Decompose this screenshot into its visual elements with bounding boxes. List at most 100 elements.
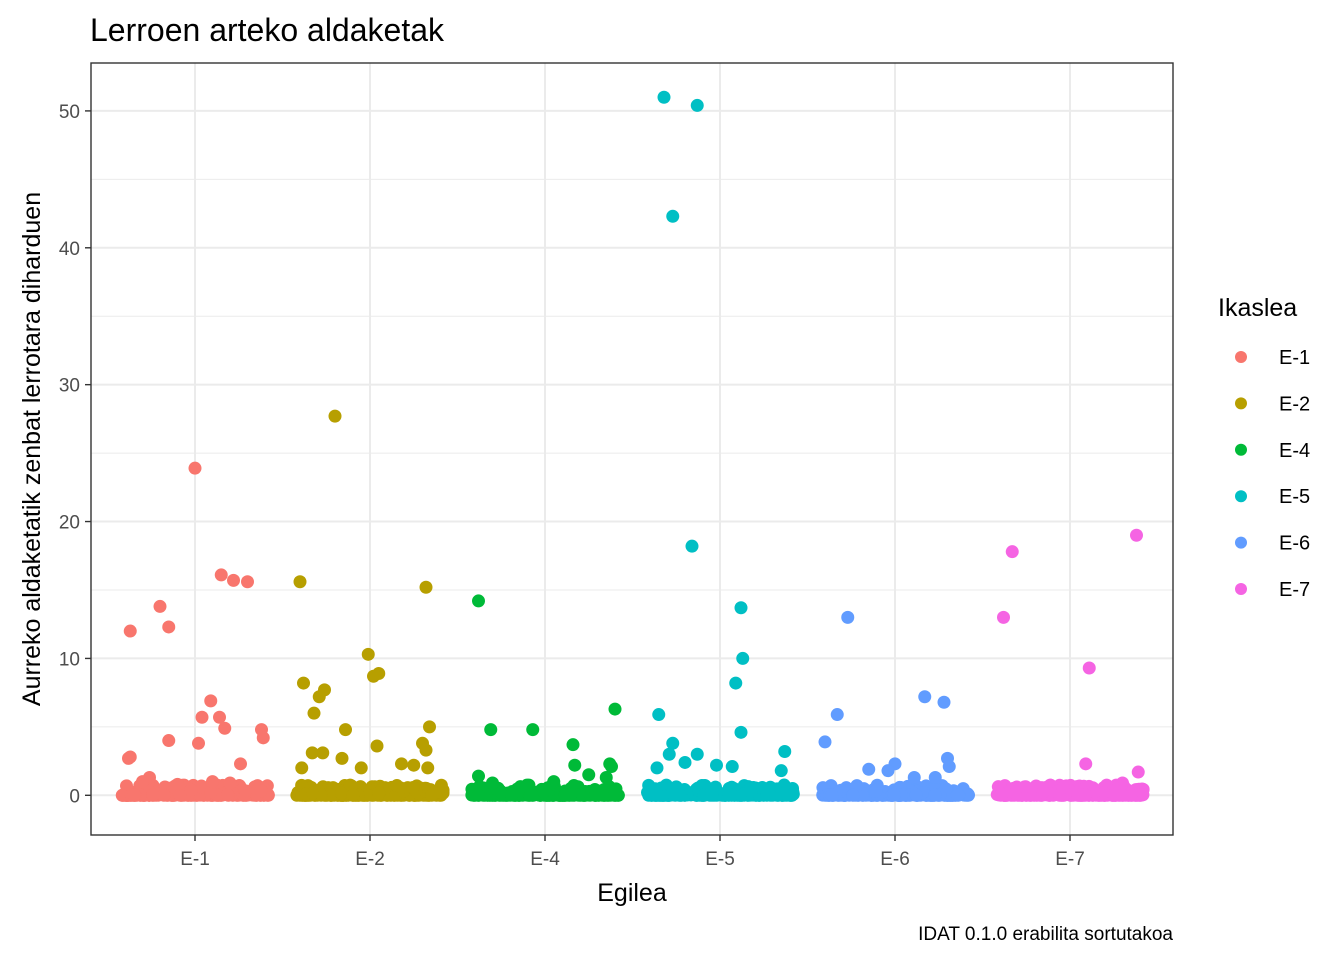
data-point [592, 788, 606, 802]
x-tick-label: E-5 [705, 849, 735, 870]
data-point [667, 787, 681, 801]
data-point [339, 723, 352, 737]
series-E-2 [290, 409, 450, 802]
data-point [122, 751, 135, 765]
data-point [825, 788, 839, 802]
data-point [234, 757, 247, 771]
data-point [312, 690, 326, 704]
legend-item: E-4 [1235, 440, 1310, 462]
data-point [334, 786, 348, 800]
data-point [650, 761, 664, 775]
data-point [1074, 788, 1088, 802]
data-point [472, 594, 485, 608]
y-tick-label: 40 [59, 239, 80, 260]
data-point [425, 788, 439, 802]
data-point [690, 747, 704, 761]
data-point [1130, 528, 1143, 542]
data-point [486, 776, 499, 790]
data-point [666, 736, 680, 750]
data-point [157, 788, 171, 802]
data-point [734, 725, 748, 739]
panel-border [90, 62, 1174, 836]
data-point [734, 601, 748, 615]
data-point [214, 568, 228, 582]
data-point [472, 769, 485, 783]
series-E-1 [115, 461, 275, 802]
data-point [297, 676, 310, 690]
data-point [763, 788, 777, 802]
data-point [526, 723, 540, 737]
data-point [608, 702, 622, 716]
data-points [115, 90, 1150, 802]
data-point [951, 788, 965, 802]
data-point [346, 788, 360, 802]
data-point [218, 721, 232, 735]
data-point [607, 788, 621, 802]
data-point [830, 708, 844, 722]
data-point [188, 461, 202, 475]
legend-label: E-6 [1279, 533, 1310, 555]
chart-caption: IDAT 0.1.0 erabilita sortutakoa [918, 924, 1173, 945]
data-point [685, 539, 699, 553]
y-tick-label: 0 [69, 786, 80, 807]
data-point [254, 784, 268, 798]
data-point [256, 731, 270, 745]
data-point [995, 787, 1009, 801]
legend-key [1235, 443, 1247, 456]
data-point [195, 710, 209, 724]
data-point [558, 788, 572, 802]
data-point [295, 761, 309, 775]
data-point [566, 738, 580, 752]
data-point [204, 694, 218, 708]
x-tick-label: E-1 [180, 849, 210, 870]
y-tick-label: 50 [59, 102, 80, 123]
legend-item: E-5 [1235, 486, 1310, 508]
legend-item: E-2 [1235, 393, 1310, 415]
legend-label: E-7 [1279, 579, 1310, 601]
data-point [743, 785, 757, 799]
y-tick-label: 10 [59, 649, 80, 670]
legend: Ikaslea E-1 E-2 E-4 E-5 E-6 E-7 [1218, 294, 1310, 601]
legend-key [1235, 536, 1247, 549]
data-point [909, 788, 923, 802]
data-point [213, 710, 226, 724]
data-point [662, 747, 676, 761]
series-E-6 [816, 610, 975, 802]
data-point [1018, 780, 1032, 794]
data-point [1131, 765, 1145, 779]
data-point [204, 785, 218, 799]
data-point [855, 788, 869, 802]
legend-key [1235, 583, 1247, 595]
data-point [725, 760, 739, 774]
data-point [162, 734, 176, 748]
data-point [423, 720, 436, 734]
series-E-7 [990, 528, 1150, 802]
data-point [115, 788, 129, 802]
data-point [678, 755, 692, 769]
data-point [406, 780, 420, 794]
data-point [436, 786, 450, 800]
data-point [651, 788, 665, 802]
data-point [335, 751, 349, 765]
data-point [505, 787, 519, 801]
data-point [372, 786, 386, 800]
data-point [568, 758, 582, 772]
legend-label: E-5 [1279, 486, 1310, 508]
plot-panel [90, 62, 1174, 836]
y-axis: 0 10 20 30 40 50 [59, 102, 91, 807]
data-point [703, 788, 717, 802]
data-point [325, 788, 339, 802]
legend-label: E-4 [1279, 440, 1310, 462]
data-point [495, 785, 509, 799]
data-point [652, 708, 666, 722]
data-point [513, 780, 527, 794]
data-point [942, 760, 956, 774]
y-tick-label: 30 [59, 376, 80, 397]
data-point [1082, 661, 1096, 675]
data-point [306, 786, 320, 800]
legend-title: Ikaslea [1218, 294, 1297, 322]
x-tick-label: E-4 [530, 849, 560, 870]
data-point [1079, 757, 1093, 771]
data-point [293, 575, 307, 589]
data-point [223, 776, 237, 790]
